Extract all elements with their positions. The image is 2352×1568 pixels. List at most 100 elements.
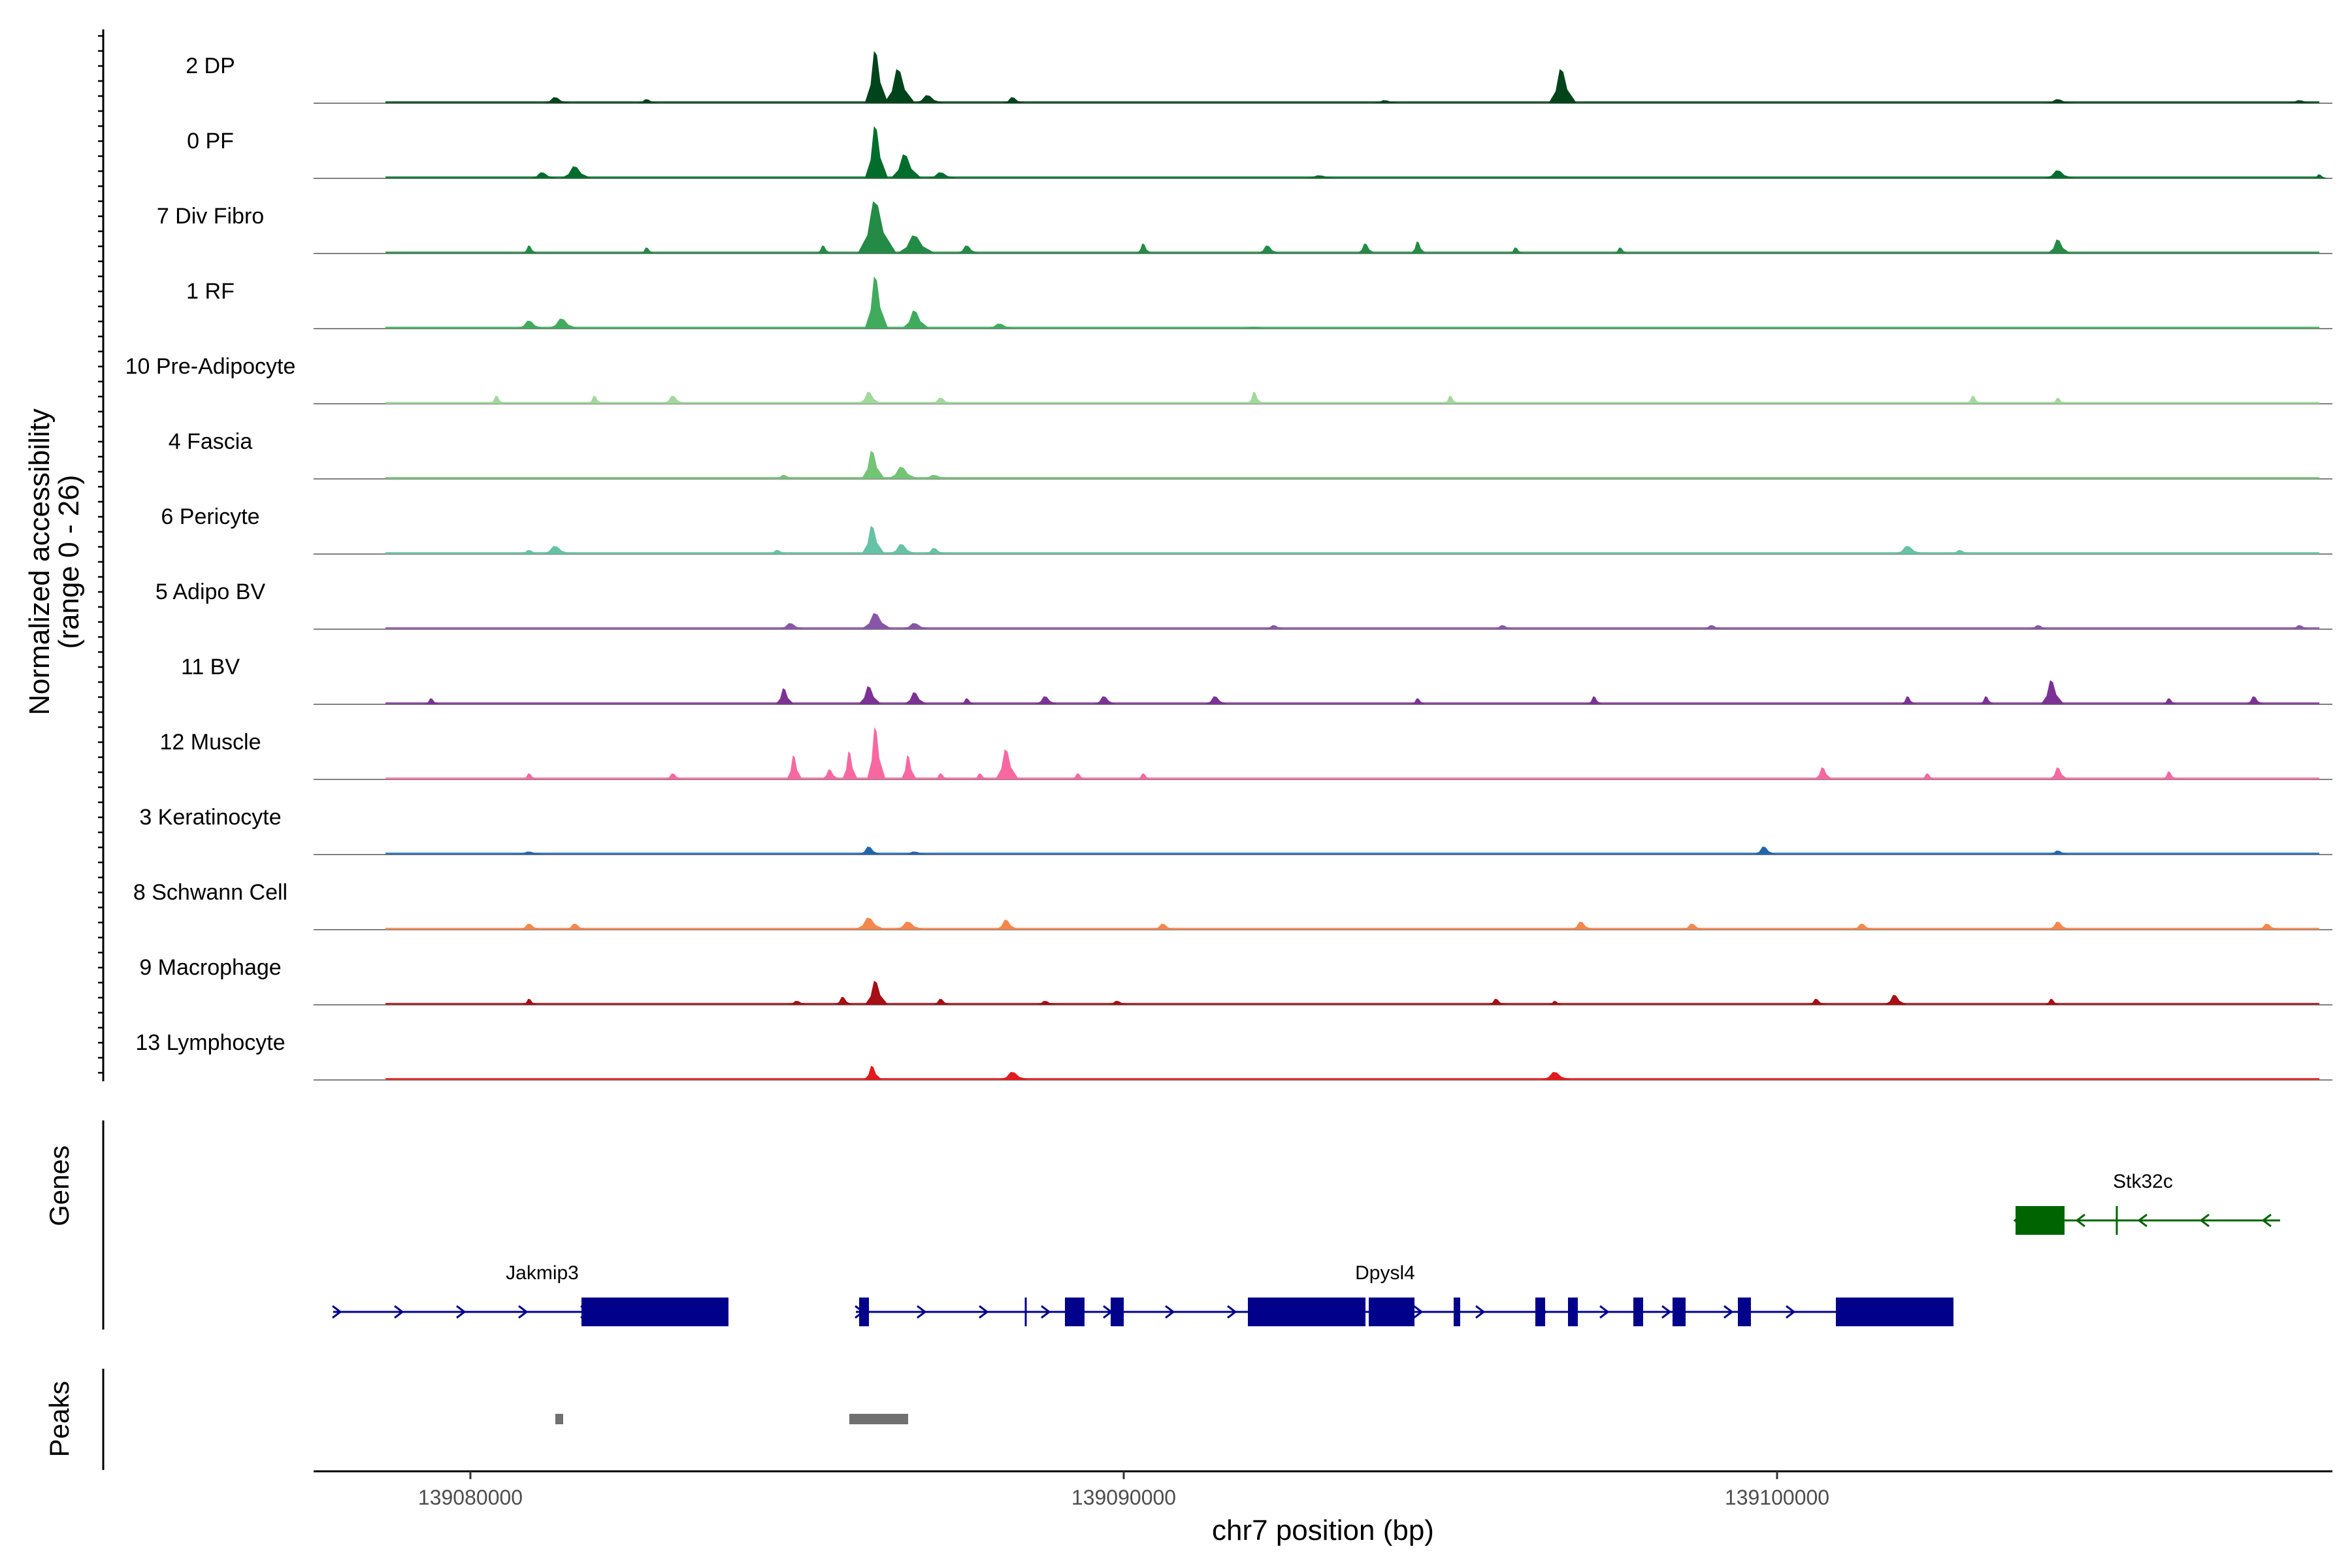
coverage-peak [855,917,886,930]
track-label: 9 Macrophage [139,955,281,980]
gene-stk32c: Stk32c [2013,1171,2280,1235]
track-label: 2 DP [186,54,235,78]
coverage-peak [587,395,603,404]
track-label: 5 Adipo BV [155,580,266,604]
coverage-peak [858,846,882,855]
coverage-peak [773,474,797,479]
coverage-peak [995,749,1019,779]
coverage-peak [518,923,542,930]
coverage-peak [995,919,1019,930]
coverage-tracks: 2 DP 0 PF 7 Div Fibro 1 RF 10 Pre-Adipocyte 4… [125,51,2332,1081]
coverage-peak [1356,243,1376,253]
coverage-peak [1034,1000,1058,1005]
track-background-coverage [385,1078,2319,1080]
coverage-peak [1152,923,1176,930]
coverage-peak [861,450,885,479]
coverage-peak [2047,921,2071,930]
coverage-peak [920,474,951,479]
coverage-peak [887,466,919,479]
gene-exon [1836,1298,1953,1326]
coverage-peak [1247,391,1263,404]
coverage-peak [1548,69,1577,103]
coverage-peak [1093,696,1117,704]
strand-arrow [2199,1213,2210,1228]
track-label: 13 Lymphocyte [135,1030,285,1055]
y-axis-title-line1: Normalized accessibility [24,408,56,715]
coverage-y-ticks [98,35,103,1074]
coverage-peak [424,698,440,704]
track-6-pericyte: 6 Pericyte [161,504,2332,555]
coverage-peak [858,686,882,704]
track-background-coverage [385,176,2319,178]
track-7-div-fibro: 7 Div Fibro [157,201,2332,254]
coverage-peak [2044,99,2075,103]
peaks-panel-title: Peaks [44,1381,74,1458]
gene-jakmip3: Jakmip3 [332,1262,728,1326]
coverage-peak [522,998,538,1005]
gene-exon [1673,1298,1686,1326]
coverage-peak [1920,773,1936,779]
track-12-muscle: 12 Muscle [160,727,2332,780]
coverage-peak [1753,846,1777,855]
coverage-peak [890,154,922,178]
gene-exon [1111,1298,1124,1326]
gene-exon [859,1298,869,1326]
coverage-peak [1884,994,1908,1005]
strand-arrow [2137,1213,2148,1228]
strand-arrow [2261,1213,2272,1228]
coverage-peak [2044,998,2060,1005]
coverage-peak [1136,773,1152,779]
x-tick-label: 139080000 [418,1486,523,1509]
strand-arrow [1599,1305,1610,1319]
coverage-peak [766,549,791,554]
coverage-peak [1966,395,1982,404]
coverage-peak [1236,326,1276,329]
gene-exon [1248,1298,1365,1326]
coverage-peak [777,623,806,629]
track-5-adipo-bv: 5 Adipo BV [155,580,2332,630]
coverage-peak [956,245,980,253]
track-background-coverage [385,853,2319,855]
gene-label: Dpysl4 [1355,1262,1415,1284]
coverage-peak [2047,850,2071,855]
track-13-lymphocyte: 13 Lymphocyte [135,1030,2332,1081]
track-label: 8 Schwann Cell [133,880,287,905]
coverage-peak [1411,241,1426,253]
track-background-coverage [385,627,2319,629]
coverage-peak [857,201,897,253]
coverage-peak [1443,395,1459,404]
coverage-peak [863,1066,883,1080]
coverage-peak [541,546,572,554]
track-background-coverage [385,477,2319,479]
coverage-peak [1106,1000,1130,1005]
coverage-peak [816,245,832,253]
coverage-peak [900,851,932,855]
coverage-peak [1071,773,1086,779]
coverage-peak [1371,100,1402,103]
coverage-peak [1509,247,1524,253]
coverage-peak [1949,549,1973,554]
coverage-peak [1034,696,1058,704]
strand-arrow [1165,1305,1175,1319]
coverage-peak [1492,625,1516,629]
coverage-peak [529,172,558,178]
strand-arrow [1723,1305,1734,1319]
coverage-peak [2312,174,2328,178]
coverage-peak [932,998,951,1005]
coverage-peak [662,395,686,404]
gene-exon [1568,1298,1578,1326]
peak-region [555,1414,563,1424]
x-axis-title: chr7 position (bp) [1212,1514,1434,1546]
strand-arrow [518,1305,529,1319]
coverage-peak [1613,247,1629,253]
coverage-peak [2245,696,2264,704]
track-0-pf: 0 PF [187,126,2332,179]
coverage-peak [2040,680,2065,704]
peak-region [849,1414,908,1424]
track-11-bv: 11 BV [181,655,2332,705]
coverage-peak [960,698,975,704]
coverage-peak [1256,245,1281,253]
coverage-peak [1893,546,1925,554]
track-label: 0 PF [187,129,234,154]
coverage-peak [934,773,949,779]
